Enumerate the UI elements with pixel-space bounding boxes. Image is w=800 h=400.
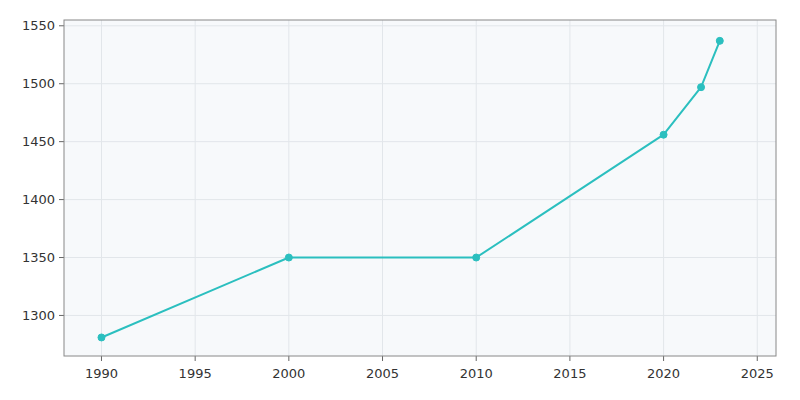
point: [285, 254, 292, 261]
x-tick: [663, 356, 664, 361]
grid-line-x: [195, 20, 196, 356]
y-tick: [59, 315, 64, 316]
y-tick: [59, 257, 64, 258]
grid-line-x: [757, 20, 758, 356]
x-tick-label: 2005: [366, 366, 399, 381]
point: [660, 131, 667, 138]
y-tick: [59, 25, 64, 26]
y-tick-label: 1300: [22, 308, 55, 323]
y-tick-label: 1450: [22, 134, 55, 149]
x-tick: [101, 356, 102, 361]
point: [98, 334, 105, 341]
y-tick: [59, 141, 64, 142]
grid-line-y: [64, 141, 776, 142]
grid-line-x: [476, 20, 477, 356]
x-tick-label: 2000: [272, 366, 305, 381]
point: [716, 37, 723, 44]
plot-area: [64, 20, 776, 356]
x-tick: [476, 356, 477, 361]
line: [101, 41, 719, 338]
point: [473, 254, 480, 261]
grid-line-y: [64, 83, 776, 84]
x-tick: [382, 356, 383, 361]
grid-line-y: [64, 199, 776, 200]
grid-line-x: [382, 20, 383, 356]
grid-line-x: [101, 20, 102, 356]
x-tick-label: 2020: [647, 366, 680, 381]
y-tick-label: 1400: [22, 192, 55, 207]
grid-line-y: [64, 315, 776, 316]
grid-line-x: [569, 20, 570, 356]
axes: 1990 1995 2000 2005 2010 2015 2020 2025 1300 1350…: [22, 18, 774, 381]
x-tick-label: 2015: [553, 366, 586, 381]
grid-line-x: [288, 20, 289, 356]
x-tick: [757, 356, 758, 361]
x-tick-label: 2010: [460, 366, 493, 381]
grid-line-x: [663, 20, 664, 356]
chart-container: 1990 1995 2000 2005 2010 2015 2020 2025 1300 1350…: [0, 0, 800, 400]
x-tick: [288, 356, 289, 361]
y-tick: [59, 199, 64, 200]
series: [98, 37, 723, 341]
chart: 1990 1995 2000 2005 2010 2015 2020 2025 1300 1350…: [0, 0, 800, 400]
y-tick-label: 1500: [22, 76, 55, 91]
grid: [64, 20, 776, 356]
plot-frame: [64, 20, 776, 356]
grid-line-y: [64, 25, 776, 26]
y-tick: [59, 83, 64, 84]
x-tick: [569, 356, 570, 361]
x-tick: [195, 356, 196, 361]
x-tick-label: 1995: [179, 366, 212, 381]
y-tick-label: 1550: [22, 18, 55, 33]
point: [698, 84, 705, 91]
y-tick-label: 1350: [22, 250, 55, 265]
x-tick-label: 1990: [85, 366, 118, 381]
x-tick-label: 2025: [741, 366, 774, 381]
